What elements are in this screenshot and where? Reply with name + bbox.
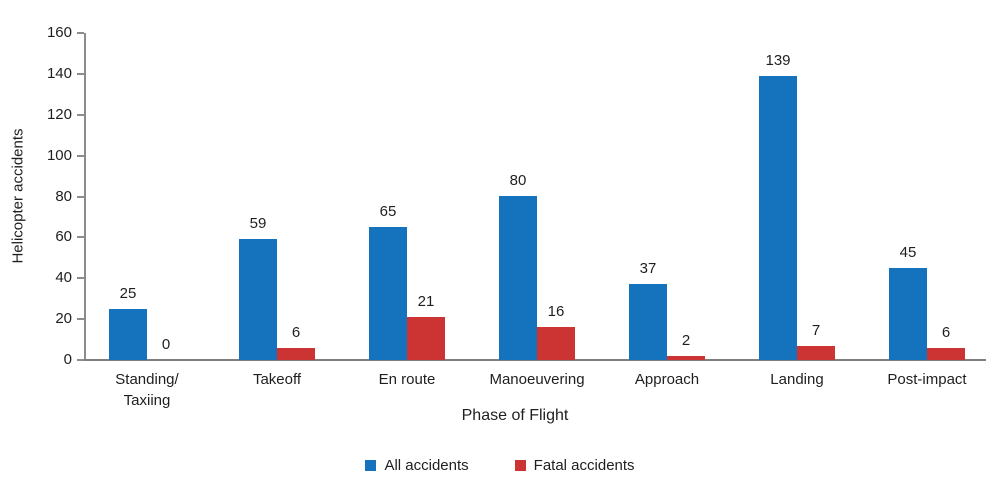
y-axis-title: Helicopter accidents bbox=[9, 128, 27, 264]
y-tick-label: 100 bbox=[46, 146, 72, 164]
y-tick-label: 60 bbox=[55, 228, 72, 246]
y-tick-label: 80 bbox=[55, 187, 72, 205]
legend-item-fatal-accidents: Fatal accidents bbox=[514, 456, 635, 474]
x-category-label: Landing bbox=[770, 371, 824, 388]
value-label: 139 bbox=[765, 52, 791, 69]
value-label: 2 bbox=[681, 332, 691, 349]
bar-fatal-accidents bbox=[537, 327, 575, 360]
legend-label-all-accidents: All accidents bbox=[384, 456, 469, 474]
y-tick-mark bbox=[77, 154, 84, 157]
legend-label-fatal-accidents: Fatal accidents bbox=[533, 456, 635, 474]
x-category-label: En route bbox=[378, 371, 436, 388]
value-label: 45 bbox=[899, 244, 917, 261]
x-category-label: Approach bbox=[634, 371, 700, 388]
bar-fatal-accidents bbox=[277, 348, 315, 360]
value-label: 65 bbox=[379, 203, 397, 220]
value-label: 16 bbox=[547, 303, 565, 320]
y-tick-mark bbox=[77, 277, 84, 280]
y-tick-mark bbox=[77, 32, 84, 34]
value-label: 7 bbox=[811, 322, 821, 339]
y-tick-label: 0 bbox=[63, 351, 72, 368]
value-label: 0 bbox=[161, 336, 171, 353]
y-tick-label: 20 bbox=[55, 310, 72, 328]
bar-all-accidents bbox=[109, 309, 147, 360]
y-tick-mark bbox=[77, 236, 84, 239]
legend-swatch-all-accidents-icon bbox=[365, 459, 377, 471]
chart-legend: All accidents Fatal accidents bbox=[0, 453, 1000, 477]
bar-fatal-accidents bbox=[407, 317, 445, 360]
x-axis-line bbox=[77, 359, 986, 361]
bar-all-accidents bbox=[499, 196, 537, 360]
bar-all-accidents bbox=[369, 227, 407, 360]
bar-fatal-accidents bbox=[667, 356, 705, 360]
value-label: 37 bbox=[639, 260, 657, 277]
bar-all-accidents bbox=[629, 284, 667, 360]
bar-all-accidents bbox=[239, 239, 277, 360]
bar-fatal-accidents bbox=[797, 346, 835, 360]
value-label: 80 bbox=[509, 172, 527, 189]
value-label: 6 bbox=[291, 324, 301, 341]
y-tick-mark bbox=[77, 72, 84, 75]
y-tick-mark bbox=[77, 318, 84, 321]
bar-all-accidents bbox=[759, 76, 797, 360]
y-tick-label: 160 bbox=[46, 24, 72, 41]
x-axis-title: Phase of Flight bbox=[461, 407, 569, 424]
value-label: 59 bbox=[249, 215, 267, 232]
x-category-label: Post-impact bbox=[887, 371, 967, 388]
legend-item-all-accidents: All accidents bbox=[365, 456, 469, 474]
y-tick-mark bbox=[77, 195, 84, 198]
y-axis-line bbox=[84, 33, 86, 360]
value-label: 25 bbox=[119, 285, 137, 302]
y-tick-label: 120 bbox=[46, 105, 72, 123]
value-label: 21 bbox=[417, 293, 435, 310]
value-label: 6 bbox=[941, 324, 951, 341]
y-tick-mark bbox=[77, 113, 84, 116]
x-category-label: Takeoff bbox=[252, 371, 302, 388]
legend-swatch-fatal-accidents-icon bbox=[514, 459, 526, 471]
bar-fatal-accidents bbox=[927, 348, 965, 360]
y-tick-mark bbox=[77, 359, 84, 361]
x-category-label: Standing/ Taxiing bbox=[115, 371, 179, 409]
y-tick-label: 40 bbox=[55, 269, 72, 287]
x-category-label: Manoeuvering bbox=[489, 371, 585, 388]
y-tick-label: 140 bbox=[46, 64, 72, 82]
bar-all-accidents bbox=[889, 268, 927, 360]
